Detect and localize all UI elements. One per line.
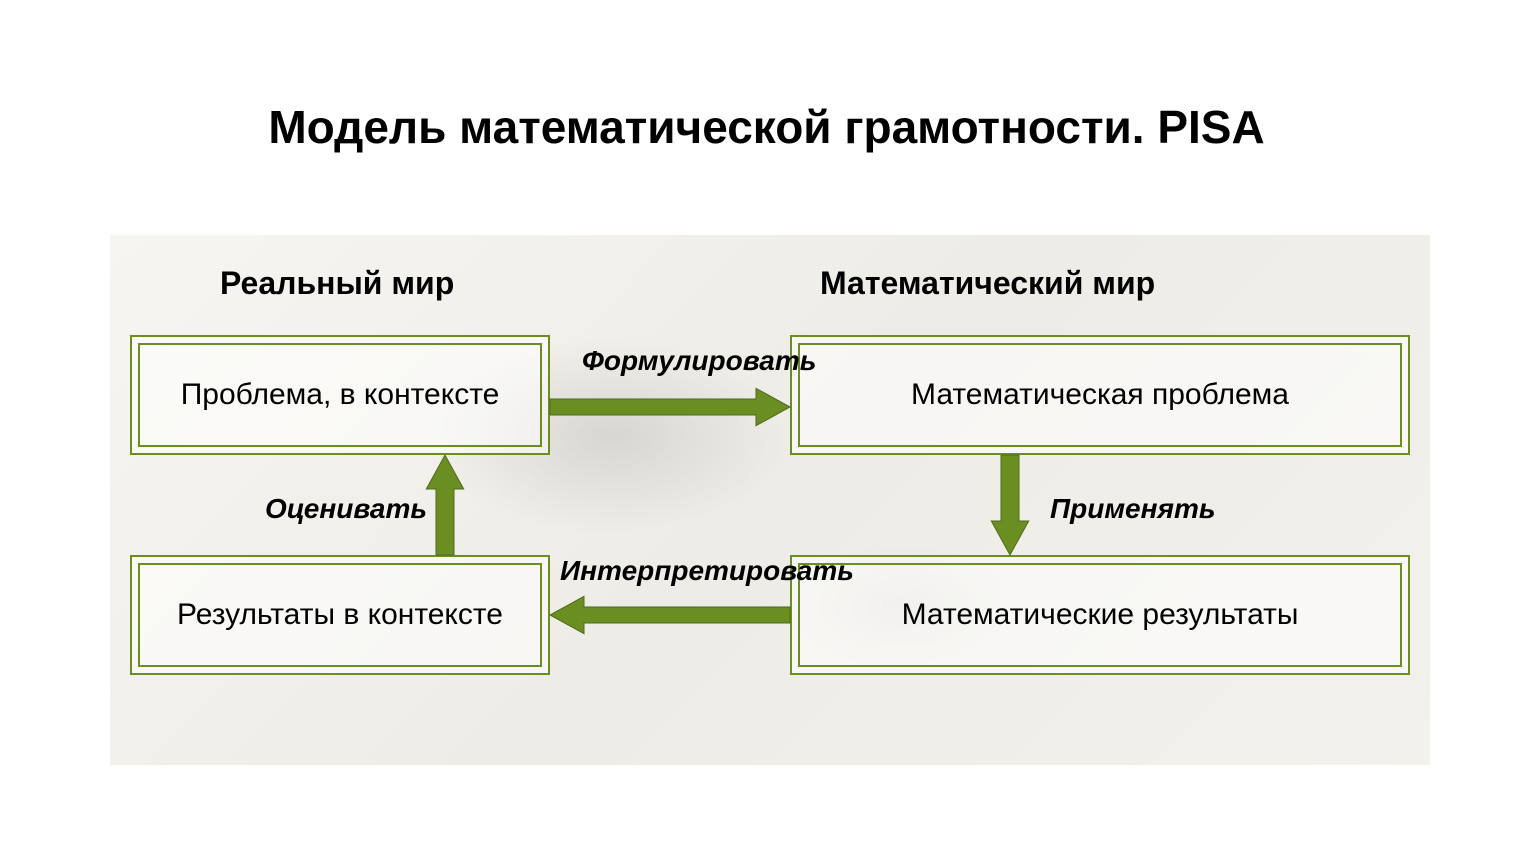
node-problem-context: Проблема, в контексте <box>130 335 550 455</box>
node-math-problem-label: Математическая проблема <box>798 343 1402 447</box>
flowchart: Реальный мир Математический мир Проблема… <box>110 235 1430 765</box>
arrow-interpret <box>550 581 790 649</box>
arrow-evaluate <box>411 455 479 555</box>
node-problem-context-label: Проблема, в контексте <box>138 343 542 447</box>
node-math-problem: Математическая проблема <box>790 335 1410 455</box>
arrow-apply <box>976 455 1044 555</box>
node-math-results: Математические результаты <box>790 555 1410 675</box>
edge-label-evaluate: Оценивать <box>265 493 427 525</box>
heading-math-world: Математический мир <box>820 265 1155 302</box>
node-results-context-label: Результаты в контексте <box>138 563 542 667</box>
heading-real-world: Реальный мир <box>220 265 454 302</box>
arrow-formulate <box>550 373 790 441</box>
slide-title: Модель математической грамотности. PISA <box>0 100 1533 154</box>
node-results-context: Результаты в контексте <box>130 555 550 675</box>
slide: Модель математической грамотности. PISA … <box>0 0 1533 864</box>
node-math-results-label: Математические результаты <box>798 563 1402 667</box>
edge-label-apply: Применять <box>1050 493 1216 525</box>
